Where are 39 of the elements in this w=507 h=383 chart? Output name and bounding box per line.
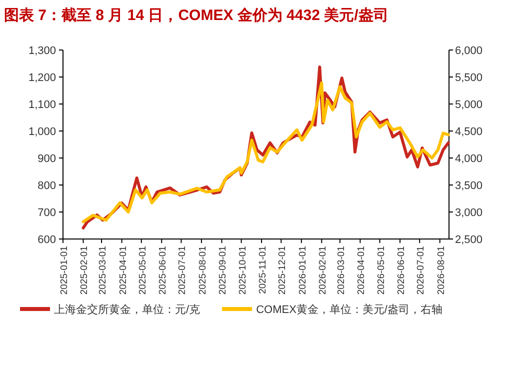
x-tick-label: 2025-05-01 [137, 246, 148, 295]
x-tick-label: 2026-01-01 [297, 246, 308, 295]
legend-label: COMEX黄金，单位：美元/盎司，右轴 [256, 303, 442, 316]
x-tick-label: 2025-07-01 [177, 246, 188, 295]
x-tick-label: 2025-10-01 [237, 246, 248, 295]
y2-tick-label: 4,000 [455, 153, 483, 165]
x-tick-label: 2026-08-01 [436, 246, 447, 295]
x-tick-label: 2025-08-01 [197, 246, 208, 295]
y2-tick-label: 3,000 [455, 207, 483, 219]
x-tick-label: 2026-03-01 [336, 246, 347, 295]
chart-title: 图表 7：截至 8 月 14 日，COMEX 金价为 4432 美元/盎司 [4, 6, 388, 24]
x-tick-label: 2025-04-01 [118, 246, 129, 295]
y2-tick-label: 4,500 [455, 126, 483, 138]
x-tick-label: 2025-02-01 [79, 246, 90, 295]
legend-label: 上海金交所黄金，单位：元/克 [54, 303, 200, 316]
y-tick-label: 700 [38, 207, 56, 219]
y2-tick-label: 5,000 [455, 99, 483, 111]
x-tick-label: 2025-06-01 [158, 246, 169, 295]
x-tick-label: 2026-04-01 [356, 246, 368, 295]
x-tick-label: 2025-11-01 [258, 246, 269, 294]
y2-tick-label: 2,500 [455, 234, 483, 246]
y2-tick-label: 3,500 [455, 180, 483, 192]
y-tick-label: 600 [38, 234, 56, 246]
y-tick-label: 1,000 [28, 126, 56, 138]
y2-tick-label: 5,500 [455, 72, 483, 84]
y-tick-label: 900 [38, 153, 56, 165]
x-tick-label: 2025-09-01 [218, 246, 229, 295]
x-tick-label: 2025-01-01 [59, 246, 70, 295]
y-tick-label: 1,200 [28, 72, 56, 84]
y-tick-label: 800 [38, 180, 56, 192]
x-tick-label: 2025-03-01 [98, 246, 109, 295]
x-tick-label: 2026-07-01 [416, 246, 427, 295]
x-tick-label: 2025-12-01 [277, 246, 288, 295]
y-tick-label: 1,100 [28, 99, 56, 111]
y-tick-label: 1,300 [28, 45, 56, 57]
x-tick-label: 2026-06-01 [396, 246, 408, 295]
x-tick-label: 2026-05-01 [376, 246, 387, 295]
x-tick-label: 2026-02-01 [318, 246, 329, 295]
y2-tick-label: 6,000 [455, 45, 483, 57]
